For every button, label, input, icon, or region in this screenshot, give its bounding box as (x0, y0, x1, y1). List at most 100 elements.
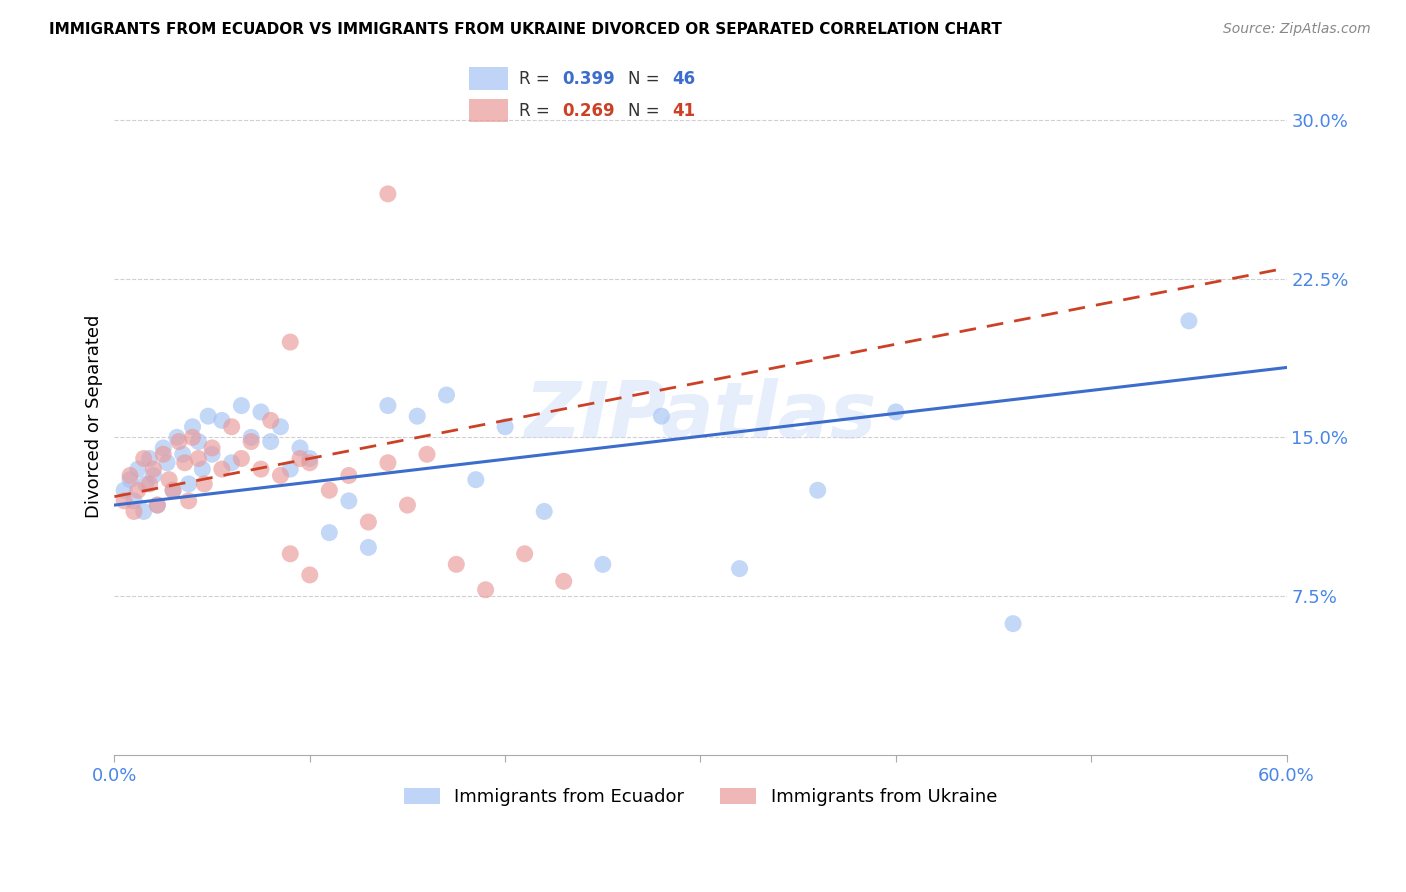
Point (650, 409, 672, 424)
Point (1178, 314, 1201, 328)
Point (118, 468, 141, 483)
Point (269, 419, 291, 434)
Point (298, 568, 321, 582)
Point (269, 468, 291, 483)
Point (377, 186, 399, 201)
Point (167, 434, 190, 449)
Point (807, 483, 830, 498)
Point (474, 582, 496, 597)
Point (357, 515, 380, 529)
Point (592, 558, 614, 572)
Point (152, 441, 174, 455)
Point (162, 483, 184, 498)
Point (240, 430, 263, 444)
Point (231, 451, 253, 466)
Point (173, 456, 195, 470)
Point (118, 473, 141, 487)
Text: N =: N = (628, 70, 665, 87)
Point (122, 504, 145, 518)
Point (288, 441, 311, 455)
Point (288, 451, 311, 466)
Point (884, 405, 907, 419)
Point (132, 504, 155, 518)
Point (197, 409, 219, 424)
Point (127, 462, 149, 476)
Bar (470, 99, 508, 122)
Point (122, 493, 145, 508)
Point (146, 498, 169, 512)
Point (201, 441, 224, 455)
Point (177, 477, 200, 491)
Point (132, 451, 155, 466)
Point (318, 525, 340, 540)
Point (298, 451, 321, 466)
Text: 46: 46 (672, 70, 696, 87)
Point (112, 493, 135, 508)
Point (177, 493, 200, 508)
Point (337, 468, 360, 483)
Point (162, 483, 184, 498)
Point (211, 462, 233, 476)
Y-axis label: Divorced or Separated: Divorced or Separated (86, 315, 103, 518)
Text: ZIPatlas: ZIPatlas (524, 378, 876, 454)
Point (240, 434, 263, 449)
Point (231, 399, 253, 413)
Bar (470, 67, 508, 90)
Point (260, 413, 283, 427)
Point (193, 477, 215, 491)
Point (112, 483, 135, 498)
Point (142, 468, 165, 483)
Point (1002, 616, 1025, 631)
Point (377, 456, 399, 470)
Point (157, 473, 180, 487)
Text: R =: R = (519, 70, 555, 87)
Text: 0.399: 0.399 (562, 70, 616, 87)
Point (250, 405, 273, 419)
Point (172, 447, 194, 461)
Point (318, 483, 340, 498)
Point (278, 334, 301, 349)
Point (221, 456, 243, 470)
Point (181, 419, 204, 434)
Point (377, 399, 399, 413)
Point (181, 430, 204, 444)
Text: 41: 41 (672, 102, 696, 120)
Point (146, 498, 169, 512)
Point (166, 430, 188, 444)
Text: N =: N = (628, 102, 665, 120)
Point (446, 558, 468, 572)
Point (135, 477, 157, 491)
Point (464, 473, 486, 487)
Text: 0.269: 0.269 (562, 102, 616, 120)
Point (187, 451, 209, 466)
Point (728, 561, 751, 575)
Point (357, 541, 380, 555)
Point (260, 434, 283, 449)
Point (201, 447, 224, 461)
Point (416, 447, 439, 461)
Point (138, 451, 160, 466)
Point (396, 498, 419, 512)
Point (533, 504, 555, 518)
Point (156, 456, 179, 470)
Point (494, 419, 516, 434)
Point (127, 483, 149, 498)
Point (142, 462, 165, 476)
Point (187, 434, 209, 449)
Point (513, 547, 536, 561)
Text: R =: R = (519, 102, 555, 120)
Point (337, 493, 360, 508)
Point (298, 456, 321, 470)
Legend: Immigrants from Ecuador, Immigrants from Ukraine: Immigrants from Ecuador, Immigrants from… (396, 780, 1004, 814)
Point (436, 388, 458, 402)
Text: IMMIGRANTS FROM ECUADOR VS IMMIGRANTS FROM UKRAINE DIVORCED OR SEPARATED CORRELA: IMMIGRANTS FROM ECUADOR VS IMMIGRANTS FR… (49, 22, 1002, 37)
Point (250, 462, 273, 476)
Point (211, 413, 233, 427)
Point (553, 574, 575, 589)
Point (278, 547, 301, 561)
Point (138, 477, 160, 491)
Point (221, 419, 243, 434)
Point (278, 462, 301, 476)
Point (152, 447, 174, 461)
Point (406, 409, 429, 424)
